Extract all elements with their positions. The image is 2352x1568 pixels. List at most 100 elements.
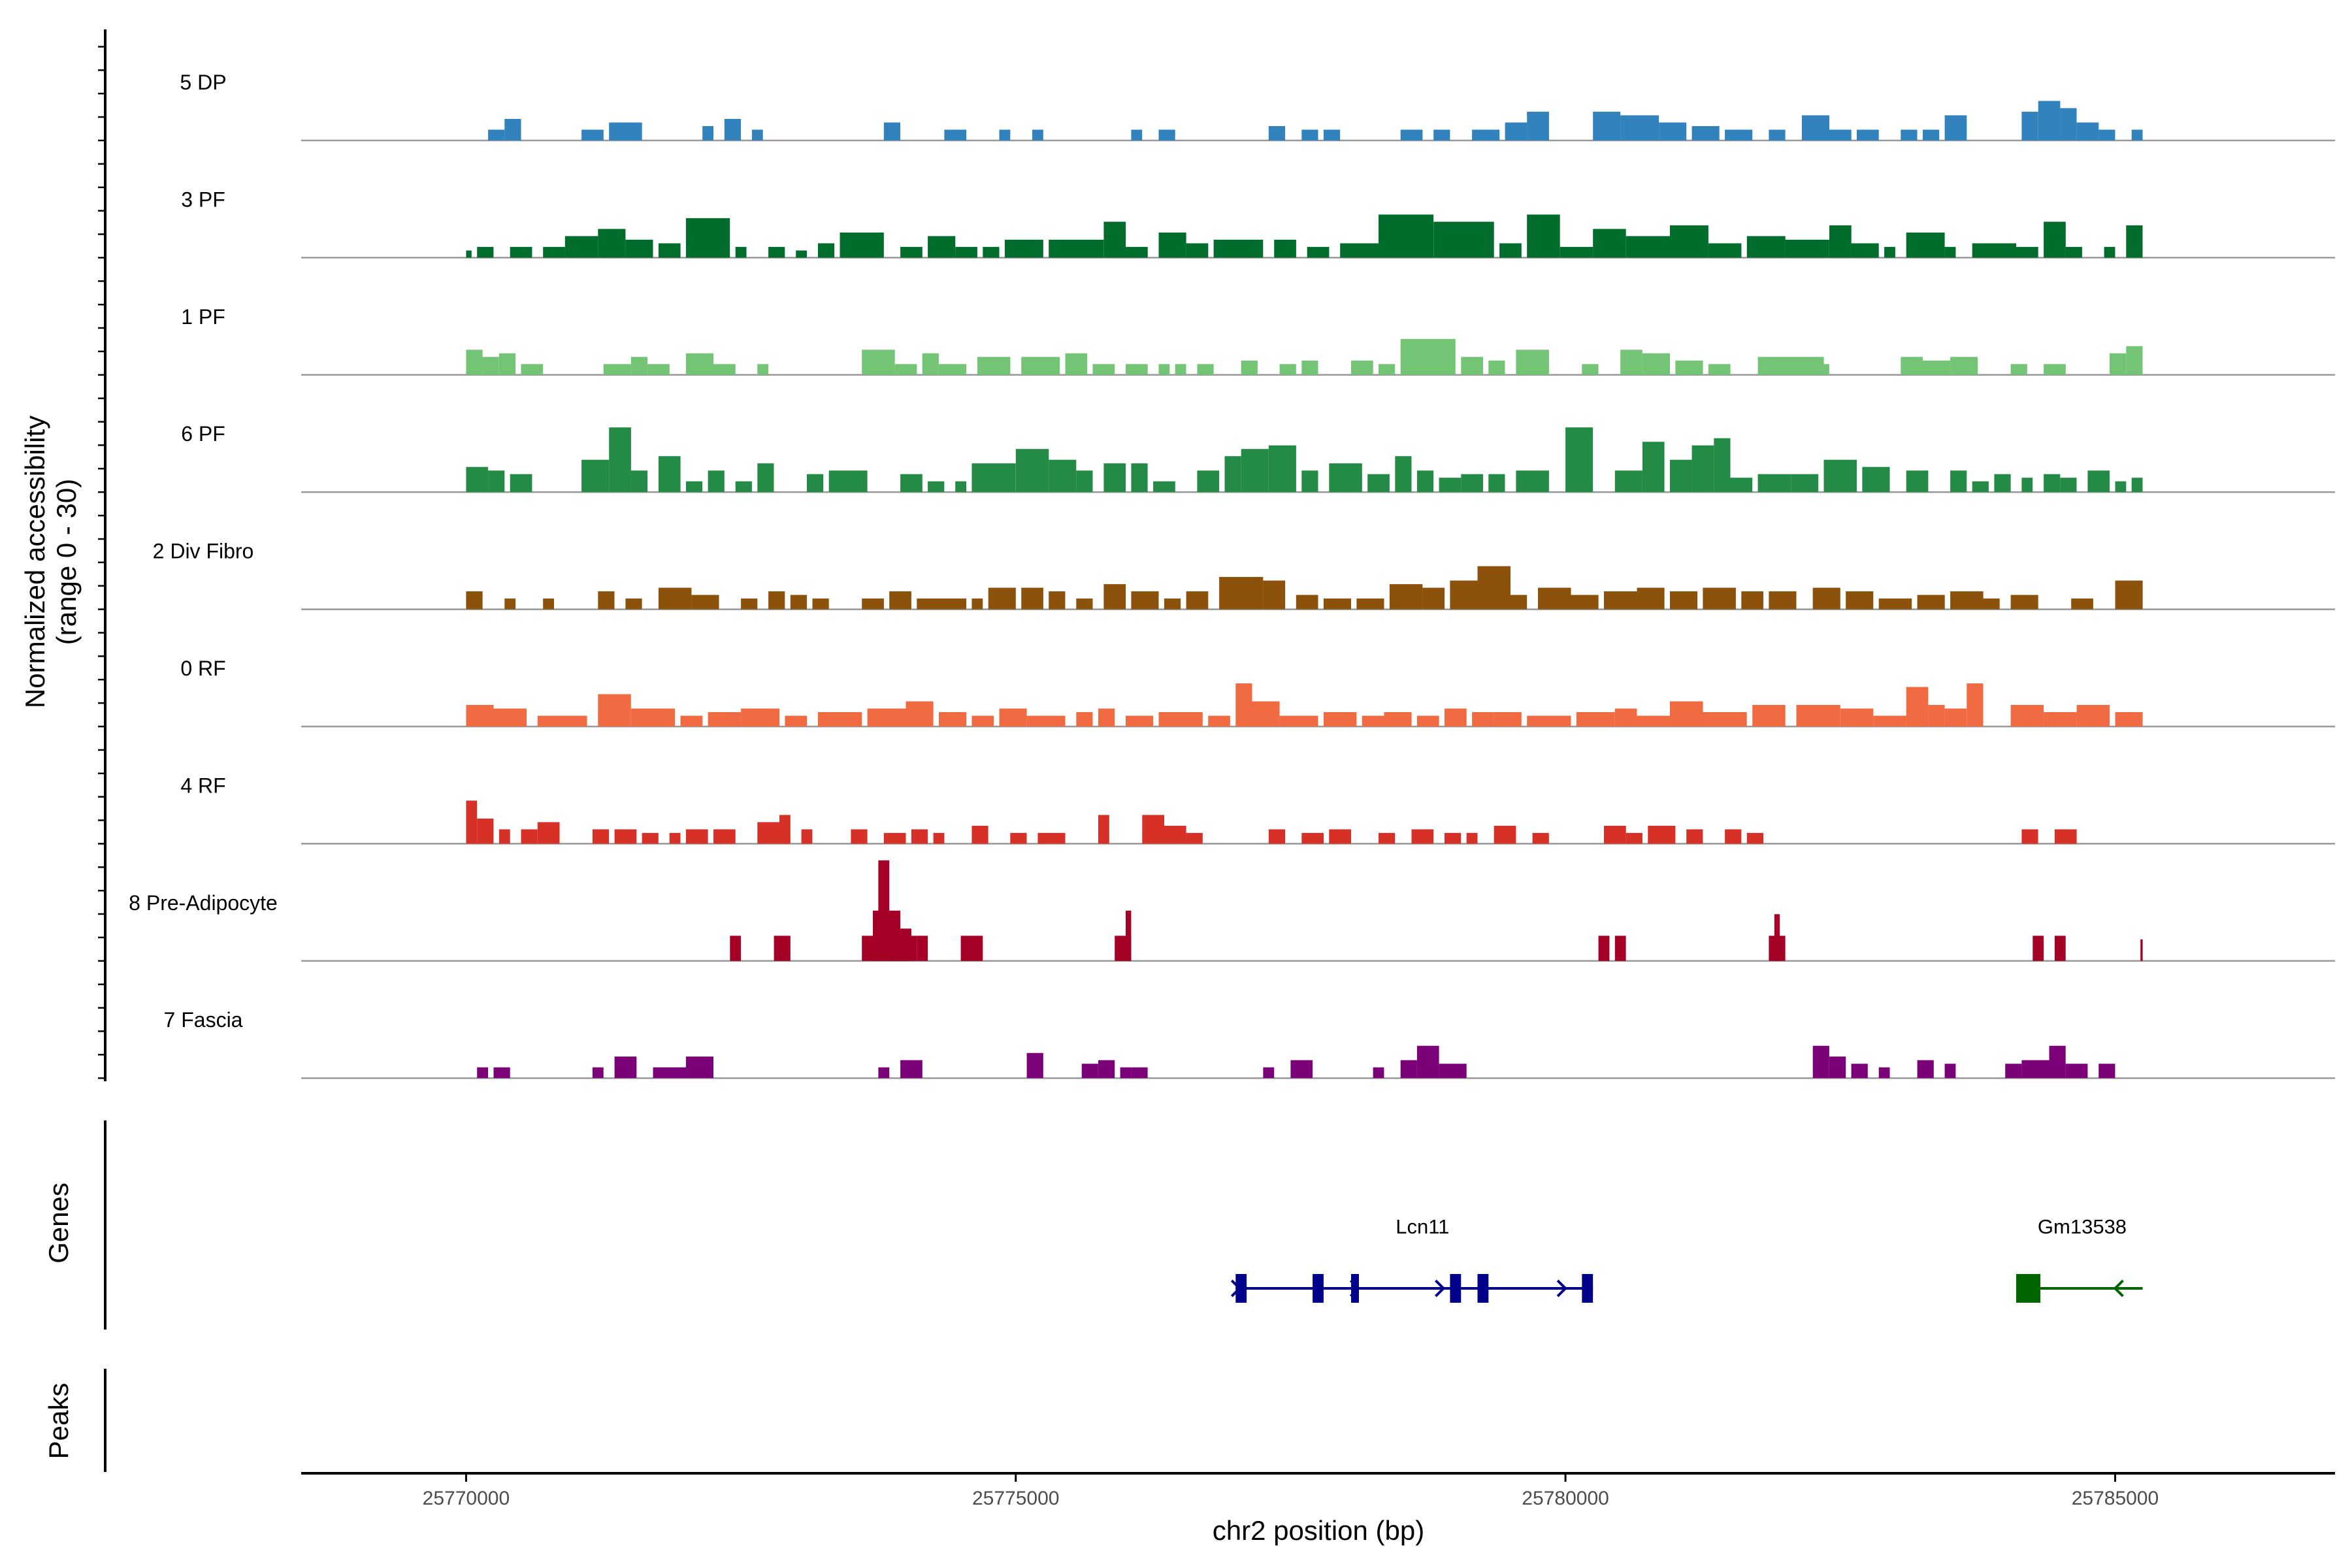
coverage-bar — [1126, 910, 1132, 961]
coverage-bar — [1511, 595, 1527, 610]
coverage-bar — [883, 122, 900, 140]
coverage-bar — [1208, 715, 1230, 727]
coverage-bar — [1642, 353, 1670, 375]
gene-gm13538: Gm13538 — [2016, 1215, 2143, 1303]
coverage-bar — [735, 481, 752, 493]
coverage-bar — [466, 705, 494, 727]
coverage-bar — [1439, 1064, 1467, 1079]
coverage-bar — [482, 357, 499, 375]
coverage-bar — [757, 463, 774, 493]
coverage-bar — [1923, 360, 1951, 375]
coverage-bar — [1126, 715, 1154, 727]
coverage-bar — [944, 129, 967, 140]
coverage-bar — [1917, 595, 1945, 610]
coverage-bar — [1049, 239, 1104, 258]
coverage-bar — [796, 250, 807, 258]
coverage-bar — [2076, 705, 2110, 727]
coverage-bar — [1433, 221, 1494, 258]
coverage-bar — [1950, 470, 1967, 493]
coverage-bar — [592, 1067, 604, 1079]
peaks-panel-label: Peaks — [43, 1383, 74, 1460]
gene-exon — [1582, 1274, 1593, 1303]
gene-annotations: Lcn11 Gm13538 — [1230, 1215, 2143, 1303]
coverage-bar — [1730, 478, 1753, 493]
coverage-bar — [1224, 456, 1241, 493]
coverage-bar — [1642, 442, 1665, 493]
coverage-bar — [630, 357, 647, 375]
coverage-bar — [1686, 829, 1703, 844]
coverage-bar — [1906, 232, 1945, 258]
coverage-bar — [1488, 474, 1505, 493]
coverage-bar — [1576, 712, 1615, 727]
coverage-bar — [1021, 587, 1043, 610]
y-axis-title: Normalized accessibility (range 0 - 30) — [20, 416, 82, 708]
coverage-bar — [867, 708, 906, 727]
coverage-bar — [598, 694, 631, 727]
coverage-bar — [1329, 829, 1351, 844]
coverage-bar — [603, 364, 631, 375]
coverage-bar — [1445, 832, 1462, 844]
coverage-bar — [581, 129, 604, 140]
coverage-bar — [883, 832, 906, 844]
coverage-bar — [1829, 1056, 1846, 1079]
coverage-bar — [2140, 939, 2143, 961]
coverage-bar — [1021, 357, 1060, 375]
coverage-bar — [1878, 1067, 1890, 1079]
coverage-bar — [1164, 598, 1181, 610]
coverage-bar — [1527, 214, 1560, 258]
coverage-bar — [1637, 715, 1670, 727]
coverage-bar — [1906, 687, 1929, 727]
coverage-bar — [1197, 364, 1214, 375]
coverage-bar — [1367, 474, 1390, 493]
coverage-bar — [1076, 712, 1093, 727]
coverage-bar — [1725, 829, 1742, 844]
coverage-bar — [741, 708, 779, 727]
gene-exon — [1450, 1274, 1462, 1303]
coverage-bar — [1252, 701, 1280, 727]
coverage-bar — [2065, 1064, 2088, 1079]
coverage-bar — [917, 936, 928, 961]
coverage-bar — [1120, 1067, 1132, 1079]
genes-panel-label: Genes — [43, 1183, 74, 1264]
coverage-bar — [1746, 832, 1763, 844]
coverage-bar — [807, 474, 824, 493]
coverage-bar — [2044, 474, 2061, 493]
coverage-bar — [1103, 463, 1126, 493]
coverage-bar — [1499, 243, 1522, 258]
coverage-bar — [862, 350, 895, 375]
coverage-bar — [1967, 683, 1984, 727]
coverage-bar — [1373, 1067, 1384, 1079]
coverage-bar — [543, 246, 565, 258]
coverage-bar — [537, 715, 587, 727]
coverage-bar — [1461, 474, 1483, 493]
coverage-bar — [1774, 914, 1780, 961]
coverage-bar — [1092, 364, 1115, 375]
coverage-bar — [1158, 364, 1170, 375]
coverage-bar — [466, 250, 472, 258]
coverage-bar — [1158, 129, 1175, 140]
gene-exon — [2016, 1274, 2041, 1303]
coverage-bar — [1994, 474, 2011, 493]
coverage-bar — [768, 591, 785, 610]
coverage-bar — [1901, 357, 1923, 375]
coverage-bar — [1637, 587, 1665, 610]
coverage-bar — [691, 595, 719, 610]
coverage-bar — [999, 708, 1027, 727]
coverage-bar — [933, 832, 945, 844]
coverage-bar — [972, 825, 988, 844]
coverage-bar — [564, 236, 598, 258]
coverage-bar — [900, 1060, 923, 1079]
coverage-bar — [1461, 357, 1483, 375]
coverage-bar — [988, 587, 1016, 610]
coverage-bar — [1466, 832, 1478, 844]
coverage-bar — [2044, 364, 2066, 375]
coverage-bar — [1516, 350, 1549, 375]
coverage-bar — [598, 229, 626, 258]
coverage-bar — [1379, 214, 1434, 258]
coverage-bar — [1400, 129, 1423, 140]
coverage-bar — [510, 246, 532, 258]
coverage-bar — [466, 800, 478, 844]
coverage-bar — [889, 936, 917, 961]
coverage-bar — [614, 829, 637, 844]
coverage-bar — [1131, 1067, 1148, 1079]
